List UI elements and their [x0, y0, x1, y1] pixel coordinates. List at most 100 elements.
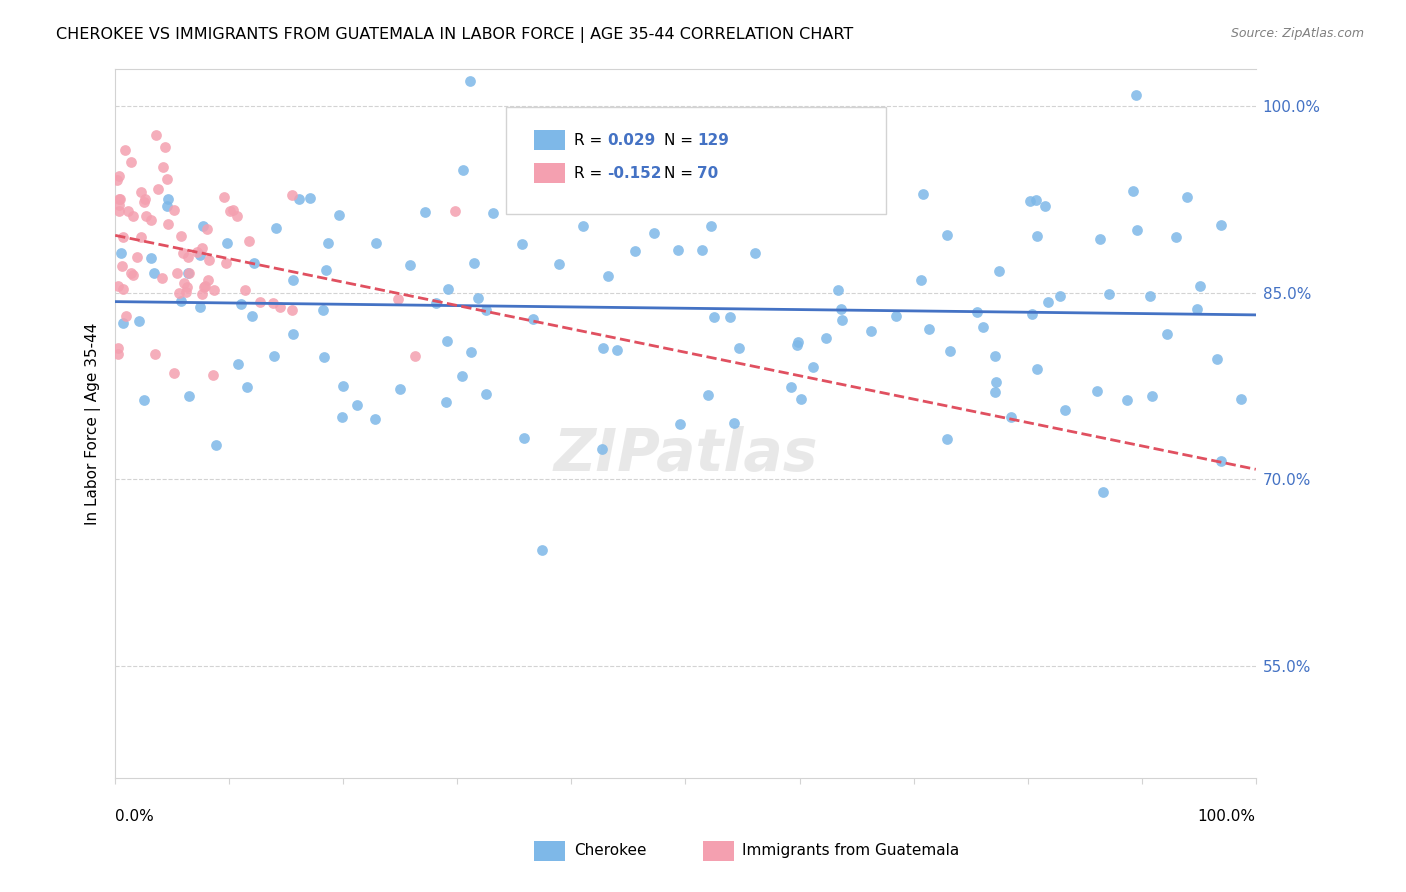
Point: [1025, 362, 1047, 376]
Point: [451, 368, 474, 383]
Point: [198, 253, 221, 268]
Point: [202, 283, 225, 297]
Point: [727, 342, 749, 356]
Point: [643, 226, 665, 240]
Text: R =: R =: [574, 133, 607, 147]
Point: [176, 280, 198, 294]
Point: [815, 331, 838, 345]
Text: 70: 70: [697, 166, 718, 180]
Point: [108, 193, 131, 207]
Point: [1164, 229, 1187, 244]
Point: [177, 250, 200, 264]
Point: [288, 192, 311, 206]
Point: [1092, 485, 1115, 500]
Point: [156, 217, 179, 231]
Point: [112, 316, 135, 330]
Point: [1033, 199, 1056, 213]
Point: [105, 173, 128, 187]
Text: R =: R =: [574, 166, 607, 180]
Point: [195, 221, 218, 235]
Point: [697, 387, 720, 401]
Point: [163, 203, 186, 218]
Point: [173, 276, 195, 290]
Point: [330, 410, 353, 425]
Point: [797, 187, 820, 202]
Point: [215, 256, 238, 270]
Point: [143, 266, 166, 280]
Point: [1156, 326, 1178, 341]
Point: [167, 286, 190, 301]
Point: [1139, 288, 1161, 302]
Point: [463, 256, 485, 270]
Text: -0.152: -0.152: [607, 166, 662, 180]
Point: [281, 188, 304, 202]
Point: [458, 74, 481, 88]
Point: [467, 291, 489, 305]
Point: [107, 169, 129, 184]
Point: [1205, 351, 1227, 366]
Point: [131, 229, 153, 244]
Point: [238, 234, 260, 248]
Point: [451, 162, 474, 177]
Point: [186, 244, 208, 259]
Point: [264, 220, 287, 235]
Point: [218, 203, 240, 218]
Point: [139, 251, 162, 265]
Point: [150, 271, 173, 285]
Point: [1088, 232, 1111, 246]
Point: [107, 347, 129, 361]
Point: [202, 368, 225, 382]
Point: [311, 303, 333, 318]
Point: [314, 350, 336, 364]
Point: [280, 303, 302, 318]
Point: [128, 314, 150, 328]
Point: [212, 190, 235, 204]
Point: [191, 241, 214, 255]
Point: [1019, 194, 1042, 208]
Point: [1116, 392, 1139, 407]
Point: [531, 542, 554, 557]
Point: [240, 309, 263, 323]
Point: [226, 209, 249, 223]
Point: [146, 182, 169, 196]
Point: [262, 296, 284, 310]
Point: [152, 160, 174, 174]
Point: [510, 237, 533, 252]
Point: [112, 230, 135, 244]
Point: [801, 360, 824, 375]
Point: [935, 227, 957, 242]
Point: [918, 321, 941, 335]
Point: [786, 338, 808, 352]
Point: [591, 442, 613, 456]
Point: [108, 198, 131, 212]
Point: [134, 192, 156, 206]
Point: [269, 300, 291, 314]
Point: [399, 258, 422, 272]
Point: [984, 375, 1007, 389]
Point: [157, 192, 180, 206]
Point: [134, 393, 156, 408]
Point: [703, 310, 725, 325]
Point: [475, 303, 498, 318]
Point: [413, 205, 436, 219]
Text: 129: 129: [697, 133, 730, 147]
Point: [174, 285, 197, 299]
Point: [790, 392, 813, 407]
Text: Cherokee: Cherokee: [574, 844, 647, 858]
Point: [1209, 218, 1232, 232]
Text: Source: ZipAtlas.com: Source: ZipAtlas.com: [1230, 27, 1364, 40]
Point: [156, 199, 179, 213]
Point: [1175, 190, 1198, 204]
Text: N =: N =: [664, 133, 697, 147]
Point: [127, 250, 149, 264]
Point: [114, 143, 136, 157]
Point: [107, 341, 129, 355]
Point: [108, 192, 131, 206]
Point: [966, 305, 988, 319]
Point: [111, 281, 134, 295]
Point: [172, 245, 194, 260]
Point: [226, 357, 249, 371]
Point: [366, 235, 388, 250]
Point: [830, 301, 852, 316]
Text: 100.0%: 100.0%: [1198, 809, 1256, 824]
